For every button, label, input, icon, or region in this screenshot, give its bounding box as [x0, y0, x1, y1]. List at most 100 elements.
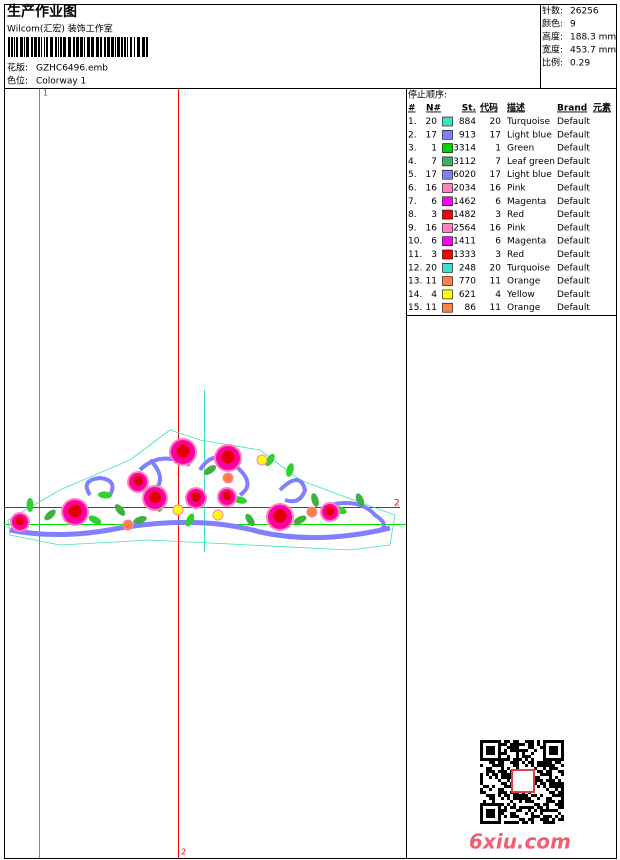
leaf	[98, 491, 112, 499]
description: Yellow	[506, 290, 535, 300]
stitches: 1482	[453, 210, 476, 220]
swatch	[442, 116, 453, 127]
qr-cell	[555, 752, 558, 755]
qr-cell	[531, 818, 534, 821]
brand: Default	[557, 263, 590, 273]
qr-cell	[549, 797, 552, 800]
qr-cell	[501, 791, 504, 794]
column-header: Brand	[557, 104, 587, 114]
qr-cell	[492, 746, 495, 749]
bar	[107, 37, 110, 57]
qr-cell	[516, 746, 519, 749]
bar	[134, 37, 135, 57]
qr-cell	[531, 761, 534, 764]
needle: 7	[431, 157, 437, 167]
qr-cell	[555, 788, 558, 791]
qr-cell	[525, 758, 528, 761]
qr-cell	[504, 791, 507, 794]
row-num: 7.	[408, 197, 417, 207]
qr-cell	[480, 755, 483, 758]
row-num: 12.	[408, 263, 422, 273]
bar	[146, 37, 148, 57]
qr-cell	[531, 794, 534, 797]
qr-cell	[549, 770, 552, 773]
rose-center	[176, 444, 190, 458]
leaf	[26, 498, 34, 512]
bar	[58, 37, 59, 57]
qr-cell	[534, 809, 537, 812]
qr-cell	[489, 761, 492, 764]
qr-cell	[549, 791, 552, 794]
needle: 4	[431, 290, 437, 300]
qr-cell	[561, 764, 564, 767]
description: Orange	[507, 303, 541, 313]
qr-cell	[543, 743, 546, 746]
qr-cell	[507, 785, 510, 788]
code: 4	[495, 290, 501, 300]
qr-cell	[501, 758, 504, 761]
swatch	[442, 236, 453, 246]
embroidery-design	[7, 429, 396, 551]
small-flower	[306, 506, 318, 518]
qr-cell	[480, 806, 483, 809]
qr-cell	[510, 746, 513, 749]
stat-value: 9	[570, 20, 576, 30]
qr-cell	[498, 794, 501, 797]
qr-cell	[489, 809, 492, 812]
qr-cell	[513, 743, 516, 746]
qr-cell	[543, 761, 546, 764]
qr-cell	[555, 815, 558, 818]
qr-cell	[525, 740, 528, 743]
qr-cell	[522, 806, 525, 809]
design: GZHC6496.emb	[36, 64, 108, 74]
qr-cell	[522, 755, 525, 758]
qr-cell	[501, 770, 504, 773]
qr-cell	[519, 818, 522, 821]
qr-cell	[531, 752, 534, 755]
bar	[60, 37, 62, 57]
qr-cell	[534, 767, 537, 770]
brand: Default	[557, 303, 590, 313]
bar	[104, 37, 106, 57]
rose-center	[222, 491, 232, 501]
bar	[142, 37, 145, 57]
stitches: 770	[459, 277, 476, 287]
qr-cell	[480, 779, 483, 782]
qr-cell	[549, 815, 552, 818]
stitches: 1411	[453, 237, 476, 247]
qr-cell	[528, 755, 531, 758]
needle: 6	[431, 197, 437, 207]
swirl	[9, 519, 391, 541]
qr-cell	[558, 800, 561, 803]
bar	[55, 37, 57, 57]
qr-cell	[549, 767, 552, 770]
leaf	[203, 465, 217, 475]
qr-cell	[528, 797, 531, 800]
qr-cell	[507, 779, 510, 782]
qr-cell	[525, 794, 528, 797]
barcode	[8, 37, 148, 57]
description: Light blue	[507, 170, 552, 180]
qr-cell	[507, 758, 510, 761]
qr-cell	[525, 812, 528, 815]
qr-cell	[561, 791, 564, 794]
qr-cell	[513, 749, 516, 752]
qr-cell	[531, 746, 534, 749]
needle: 20	[426, 263, 438, 273]
qr-cell	[537, 764, 540, 767]
stat-label: 针数:	[542, 5, 563, 17]
qr-cell	[498, 770, 501, 773]
leaf	[355, 493, 365, 507]
qr-cell	[492, 797, 495, 800]
bar	[24, 37, 25, 57]
qr-cell	[489, 788, 492, 791]
qr-cell	[510, 800, 513, 803]
code: 1	[495, 144, 501, 154]
marker: 1	[43, 89, 48, 98]
qr-cell	[531, 764, 534, 767]
qr-cell	[480, 815, 483, 818]
code: 17	[490, 170, 501, 180]
qr-cell	[561, 797, 564, 800]
qr-cell	[486, 746, 489, 749]
qr-cell	[480, 746, 483, 749]
